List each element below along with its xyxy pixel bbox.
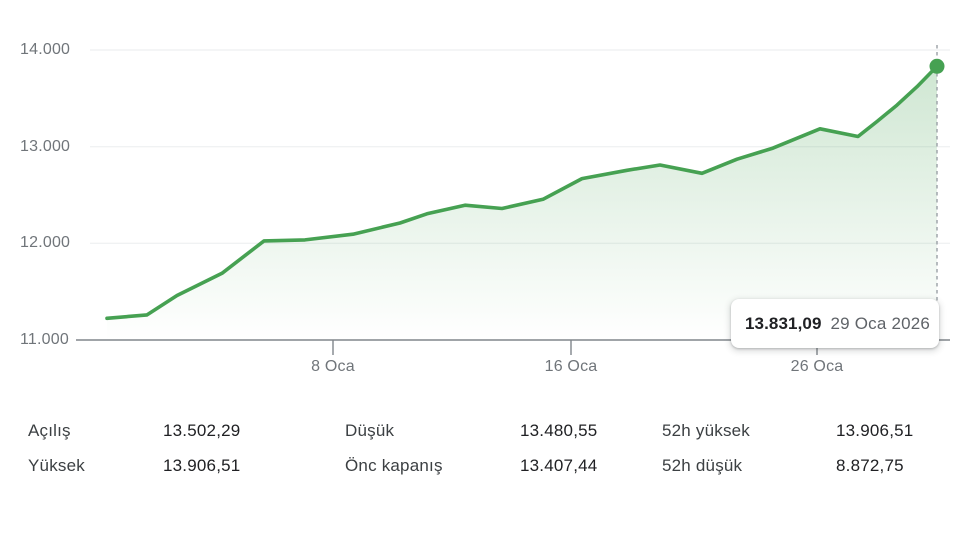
stat-label-52wk-low: 52h düşük: [662, 456, 743, 475]
stat-label-52wk-high: 52h yüksek: [662, 421, 750, 440]
stat-value-low: 13.480,55: [520, 421, 598, 440]
tooltip-date: 29 Oca 2026: [830, 313, 931, 333]
x-axis-label-8oca: 8 Oca: [311, 358, 355, 375]
price-area: [107, 66, 937, 341]
price-chart-svg[interactable]: [0, 0, 960, 400]
x-axis-label-16oca: 16 Oca: [544, 358, 598, 375]
stat-label-open: Açılış: [28, 421, 71, 440]
stat-label-low: Düşük: [345, 421, 395, 440]
last-price-dot: [929, 58, 945, 74]
tooltip-price-value: 13.831,09: [745, 313, 822, 333]
stat-value-prev-close: 13.407,44: [520, 456, 598, 475]
stat-value-52wk-high: 13.906,51: [836, 421, 914, 440]
y-axis-label-12000: 12.000: [20, 234, 71, 251]
stat-value-52wk-low: 8.872,75: [836, 456, 904, 475]
stat-value-open: 13.502,29: [163, 421, 241, 440]
price-line: [105, 64, 939, 321]
y-axis-label-14000: 14.000: [20, 41, 71, 58]
stat-value-high: 13.906,51: [163, 456, 241, 475]
price-tooltip: 13.831,09 29 Oca 2026: [731, 299, 939, 348]
price-chart[interactable]: 14.000 13.000 12.000 11.000 8 Oca 16 Oca…: [0, 0, 960, 400]
stats-table: Açılış 13.502,29 Düşük 13.480,55 52h yük…: [0, 413, 960, 483]
stat-label-prev-close: Önc kapanış: [345, 456, 443, 475]
y-axis-label-13000: 13.000: [20, 138, 71, 155]
stat-label-high: Yüksek: [28, 456, 85, 475]
y-axis-label-11000: 11.000: [20, 331, 69, 348]
x-axis-label-26oca: 26 Oca: [790, 358, 844, 375]
